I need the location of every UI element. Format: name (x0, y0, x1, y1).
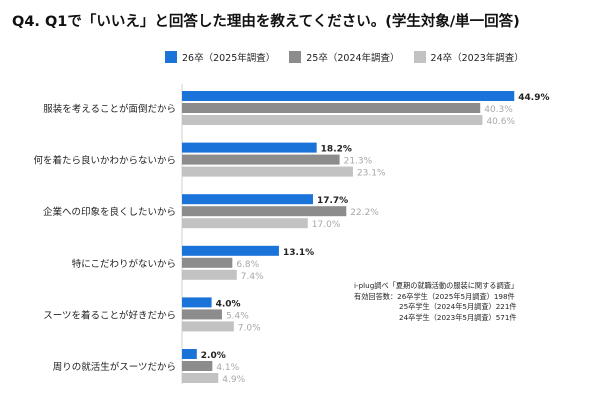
survey-note: i-plug調べ「夏期の就職活動の服装に関する調査」 有効回答数：26卒学生（2… (354, 281, 518, 323)
data-label: 21.3% (344, 157, 373, 167)
legend-item-0: 26卒（2025年調査） (165, 50, 275, 64)
legend-label: 24卒（2023年調査） (430, 53, 524, 64)
data-label: 7.0% (238, 323, 261, 333)
legend-label: 25卒（2024年調査） (306, 53, 400, 64)
data-label: 4.1% (216, 363, 239, 373)
bar-2-0 (182, 194, 313, 205)
legend-swatch (413, 51, 426, 63)
bar-1-2 (182, 166, 353, 177)
bar-4-0 (182, 297, 212, 308)
bar-5-1 (182, 361, 213, 371)
bar-4-2 (182, 321, 234, 332)
data-label: 2.0% (201, 351, 226, 361)
data-label: 18.2% (321, 145, 352, 155)
legend: 26卒（2025年調査） 25卒（2024年調査） 24卒（2023年調査） (165, 50, 524, 64)
data-label: 4.0% (216, 299, 241, 309)
category-label: 服装を考えることが面倒だから (43, 103, 176, 115)
bar-5-2 (182, 373, 219, 383)
category-label: 企業への印象を良くしたいから (43, 206, 176, 218)
note-line-1: i-plug調べ「夏期の就職活動の服装に関する調査」 (354, 281, 519, 290)
data-label: 5.4% (226, 311, 249, 321)
category-label: 周りの就活生がスーツだから (53, 361, 176, 373)
note-line-4: 24卒学生（2023年5月調査）571件 (399, 312, 517, 322)
data-label: 17.0% (312, 220, 341, 230)
note-line-2: 有効回答数：26卒学生（2025年5月調査）198件 (354, 291, 515, 301)
data-label: 40.3% (484, 105, 513, 115)
data-label: 17.7% (317, 196, 348, 206)
data-label: 44.9% (518, 93, 549, 103)
bar-0-2 (182, 115, 483, 125)
legend-label: 26卒（2025年調査） (182, 53, 276, 64)
chart-title: Q4. Q1で「いいえ」と回答した理由を教えてください。(学生対象/単一回答) (12, 14, 520, 30)
data-label: 6.8% (236, 260, 259, 270)
data-label: 13.1% (283, 248, 314, 258)
data-label: 40.6% (486, 117, 515, 127)
bar-2-1 (182, 206, 347, 217)
bar-1-0 (182, 142, 317, 153)
bar-4-1 (182, 309, 222, 320)
legend-item-2: 24卒（2023年調査） (413, 50, 524, 64)
data-label: 7.4% (241, 272, 264, 282)
bar-5-0 (182, 349, 197, 359)
category-label: 何を着たら良いかわからないから (33, 155, 176, 167)
note-line-3: 25卒学生（2024年5月調査）221件 (399, 302, 517, 311)
bar-0-1 (182, 103, 481, 113)
category-label: スーツを着ることが好きだから (43, 309, 176, 321)
bar-3-0 (182, 245, 279, 256)
bar-2-2 (182, 218, 308, 229)
bar-3-2 (182, 269, 237, 280)
legend-item-1: 25卒（2024年調査） (289, 50, 400, 64)
category-label: 特にこだわりがないから (72, 258, 176, 270)
data-label: 4.9% (222, 375, 245, 385)
bar-3-1 (182, 257, 233, 268)
bar-0-0 (182, 91, 515, 101)
legend-swatch (165, 51, 177, 63)
data-label: 22.2% (350, 208, 379, 218)
bar-1-1 (182, 154, 340, 165)
legend-swatch (289, 51, 302, 63)
data-label: 23.1% (357, 169, 386, 179)
